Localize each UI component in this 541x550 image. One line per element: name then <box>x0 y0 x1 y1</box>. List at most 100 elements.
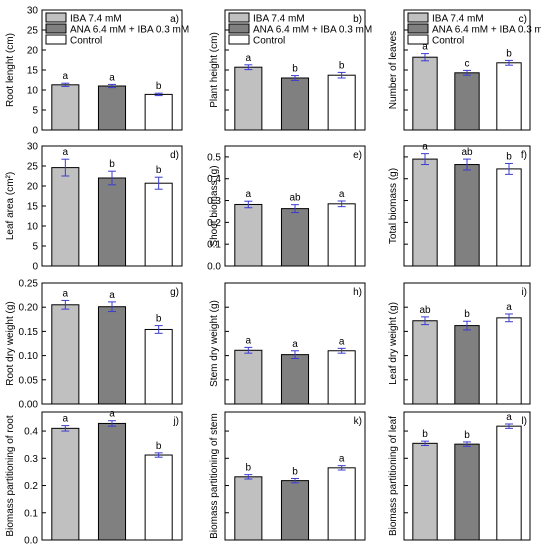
bar <box>97 422 127 541</box>
panel-label: c) <box>519 14 527 25</box>
y-tick-label: 0.15 <box>19 327 39 338</box>
y-tick-label: 0.25 <box>19 279 39 290</box>
bar <box>144 328 173 405</box>
panel-d: 0 5 10 15 20 25 30 a b b d) Leaf area (cm²) <box>5 142 183 273</box>
bar <box>234 203 263 267</box>
significance-letter: a <box>246 189 252 200</box>
bar <box>51 84 80 131</box>
panel-label: l) <box>521 416 527 427</box>
bar <box>144 454 173 541</box>
significance-letter: c <box>465 58 470 69</box>
bar <box>327 74 356 131</box>
y-tick-label: 0.3 <box>24 454 38 465</box>
significance-letter: ab <box>419 305 431 316</box>
y-tick-label: 0.0 <box>207 262 221 273</box>
y-tick-label: 15 <box>27 202 39 213</box>
significance-letter: ab <box>461 147 473 158</box>
y-tick-label: 0 <box>32 262 38 273</box>
significance-letter: b <box>506 48 512 59</box>
y-axis-title: Biomass partitioning of stem <box>209 413 220 539</box>
y-tick-label: 5 <box>32 242 38 253</box>
bar <box>280 480 310 541</box>
y-tick-label: 0.5 <box>207 152 221 163</box>
bar <box>412 56 438 131</box>
bar <box>496 62 522 131</box>
legend-label: ANA 6.4 mM + IBA 0.3 mM <box>432 25 541 36</box>
y-tick-label: 0.2 <box>207 218 221 229</box>
bar <box>496 425 522 541</box>
y-tick-label: 30 <box>27 6 39 17</box>
y-tick-label: 0.3 <box>207 196 221 207</box>
y-tick-label: 5 <box>32 106 38 117</box>
y-tick-label: 10 <box>27 222 39 233</box>
bar <box>454 72 480 131</box>
bar <box>51 427 80 541</box>
legend-label: ANA 6.4 mM + IBA 0.3 mM <box>253 25 372 36</box>
legend-label: Control <box>253 36 285 47</box>
bar <box>51 304 80 405</box>
bar <box>280 77 310 131</box>
significance-letter: a <box>109 290 115 301</box>
legend-swatch <box>228 34 250 45</box>
significance-letter: a <box>246 53 252 64</box>
significance-letter: a <box>506 412 512 423</box>
bar <box>412 442 438 541</box>
panel-label: d) <box>170 150 179 161</box>
legend-swatch <box>228 23 250 34</box>
bar <box>234 349 263 405</box>
y-tick-label: 15 <box>27 66 39 77</box>
bar <box>97 306 127 405</box>
panel-f: a ab b f) Total biomass (g) <box>388 142 531 267</box>
y-tick-label: 0.4 <box>24 427 38 438</box>
significance-letter: b <box>246 463 252 474</box>
legend-label: IBA 7.4 mM <box>70 14 122 25</box>
y-tick-label: 0.2 <box>24 481 38 492</box>
significance-letter: a <box>63 147 69 158</box>
bar <box>496 317 522 405</box>
bar <box>280 354 310 405</box>
significance-letter: a <box>506 302 512 313</box>
panel-j: 0.0 0.1 0.2 0.3 0.4 a a b j) Biomass partitioning… <box>5 409 183 547</box>
legend-swatch <box>407 12 429 23</box>
panel-e: 0.0 0.1 0.2 0.3 0.4 0.5 a ab a e) Shoot biomass (g… <box>207 145 366 273</box>
y-tick-label: 10 <box>27 86 39 97</box>
y-tick-label: 25 <box>27 162 39 173</box>
significance-letter: b <box>506 151 512 162</box>
legend-label: IBA 7.4 mM <box>253 14 305 25</box>
panel-l: b b a l) Biomass partitioning of leaf <box>388 411 531 541</box>
bar <box>51 167 80 267</box>
panel-label: f) <box>521 150 527 161</box>
bar <box>496 168 522 267</box>
significance-letter: a <box>292 339 298 350</box>
y-tick-label: 20 <box>27 46 39 57</box>
y-axis-title: Total biomass (g) <box>388 168 399 244</box>
panel-k: b b a k) Biomass partitioning of stem <box>209 411 366 541</box>
bar <box>327 203 356 267</box>
y-axis-title: Biomass partitioning of root <box>5 415 16 536</box>
y-tick-label: 0.0 <box>24 536 38 547</box>
significance-letter: b <box>156 441 162 452</box>
significance-letter: b <box>339 60 345 71</box>
legend-swatch <box>45 23 67 34</box>
panel-i: ab b a i) Leaf dry weight (g) <box>388 282 531 405</box>
bar <box>412 320 438 405</box>
panel-label: h) <box>353 287 362 298</box>
significance-letter: b <box>292 64 298 75</box>
y-tick-label: 0.05 <box>19 375 39 386</box>
panel-label: a) <box>170 14 179 25</box>
panel-a: 0 5 10 15 20 25 30 a a b a) Root lenght (cm) IBA 7.4… <box>5 6 189 137</box>
y-axis-title: Plant height (cm) <box>209 32 220 108</box>
significance-letter: a <box>422 142 428 153</box>
y-tick-label: 30 <box>27 142 39 153</box>
panel-label: b) <box>353 14 362 25</box>
panel-label: j) <box>172 416 179 427</box>
panel-label: i) <box>521 287 527 298</box>
bar <box>454 164 480 267</box>
legend-swatch <box>228 12 250 23</box>
y-tick-label: 25 <box>27 26 39 37</box>
legend-swatch <box>45 34 67 45</box>
significance-letter: b <box>109 159 115 170</box>
significance-letter: a <box>63 288 69 299</box>
